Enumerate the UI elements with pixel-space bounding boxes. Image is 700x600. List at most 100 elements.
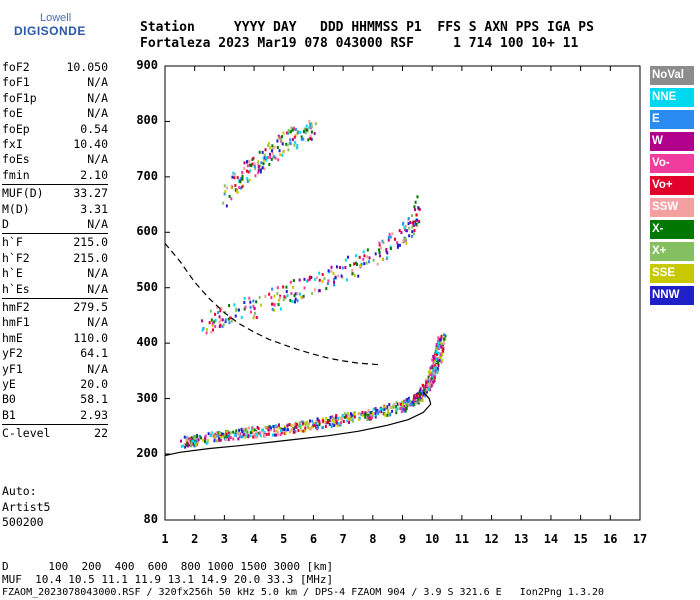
echo-point: [271, 302, 274, 306]
echo-point: [300, 429, 303, 433]
echo-point: [324, 425, 327, 429]
echo-point: [386, 256, 389, 260]
echo-point: [372, 258, 375, 262]
echo-point: [313, 423, 316, 427]
echo-point: [235, 189, 238, 193]
echo-point: [291, 128, 294, 132]
echo-point: [433, 379, 436, 383]
echo-point: [282, 298, 285, 302]
echo-point: [252, 304, 255, 308]
echo-point: [325, 287, 328, 291]
echo-point: [220, 306, 223, 310]
echo-point: [236, 176, 239, 180]
echo-point: [330, 265, 333, 269]
echo-point: [339, 416, 342, 420]
echo-point: [226, 186, 229, 190]
echo-point: [424, 394, 427, 398]
echo-point: [262, 156, 265, 160]
echo-point: [418, 400, 421, 404]
echo-point: [434, 366, 437, 370]
echo-point: [296, 299, 299, 303]
echo-point: [335, 265, 338, 269]
echo-point: [212, 328, 215, 332]
header-line-2: Fortaleza 2023 Mar19 078 043000 RSF 1 71…: [140, 36, 579, 51]
echo-point: [334, 423, 337, 427]
echo-point: [252, 156, 255, 160]
echo-point: [266, 156, 269, 160]
echo-point: [374, 415, 377, 419]
echo-point: [279, 153, 282, 157]
echo-point: [380, 410, 383, 414]
echo-point: [386, 251, 389, 255]
echo-point: [257, 427, 260, 431]
echo-point: [344, 258, 347, 262]
param-row: hmE 110.0: [2, 331, 108, 346]
echo-point: [349, 418, 352, 422]
echo-point: [190, 443, 193, 447]
echo-point: [376, 410, 379, 414]
param-value: N/A: [87, 266, 108, 281]
echo-point: [353, 412, 356, 416]
legend-item: Vo-: [650, 154, 694, 173]
echo-point: [273, 303, 276, 307]
echo-point: [284, 296, 287, 300]
echo-point: [348, 414, 351, 418]
echo-point: [201, 319, 204, 323]
echo-point: [309, 419, 312, 423]
echo-point: [272, 302, 275, 306]
echo-point: [324, 420, 327, 424]
echo-point: [355, 254, 358, 258]
echo-point: [333, 283, 336, 287]
echo-point: [333, 423, 336, 427]
echo-point: [327, 269, 330, 273]
echo-point: [404, 402, 407, 406]
echo-point: [219, 435, 222, 439]
header-line-1: Station YYYY DAY DDD HHMMSS P1 FFS S AXN…: [140, 20, 594, 35]
echo-point: [188, 441, 191, 445]
echo-point: [237, 432, 240, 436]
echo-point: [209, 433, 212, 437]
echo-point: [244, 305, 247, 309]
param-value: N/A: [87, 315, 108, 330]
x-tick-label: 2: [191, 532, 199, 546]
echo-point: [374, 407, 377, 411]
echo-point: [298, 292, 301, 296]
echo-point: [222, 323, 225, 327]
echo-point: [327, 279, 330, 283]
echo-point: [219, 438, 222, 442]
echo-point: [402, 239, 405, 243]
echo-point: [325, 420, 328, 424]
echo-point: [314, 422, 317, 426]
echo-point: [227, 438, 230, 442]
legend-item: W: [650, 132, 694, 151]
echo-point: [308, 119, 311, 123]
echo-point: [432, 373, 435, 377]
echo-point: [244, 435, 247, 439]
echo-point: [233, 176, 236, 180]
echo-point: [403, 399, 406, 403]
echo-point: [345, 278, 348, 282]
echo-point: [249, 169, 252, 173]
echo-point: [248, 296, 251, 300]
echo-point: [407, 222, 410, 226]
echo-point: [214, 437, 217, 441]
echo-point: [239, 177, 242, 181]
echo-point: [279, 307, 282, 311]
echo-point: [250, 164, 253, 168]
echo-point: [260, 303, 263, 307]
echo-point: [366, 415, 369, 419]
echo-point: [309, 427, 312, 431]
echo-point: [309, 134, 312, 138]
echo-point: [328, 422, 331, 426]
echo-point: [378, 250, 381, 254]
echo-point: [331, 419, 334, 423]
param-name: yE: [2, 377, 16, 391]
echo-point: [264, 148, 267, 152]
echo-point: [253, 428, 256, 432]
echo-point: [259, 434, 262, 438]
echo-point: [276, 430, 279, 434]
echo-point: [429, 377, 432, 381]
param-value: 2.10: [80, 167, 108, 182]
x-tick-label: 10: [424, 532, 440, 546]
echo-point: [252, 435, 255, 439]
